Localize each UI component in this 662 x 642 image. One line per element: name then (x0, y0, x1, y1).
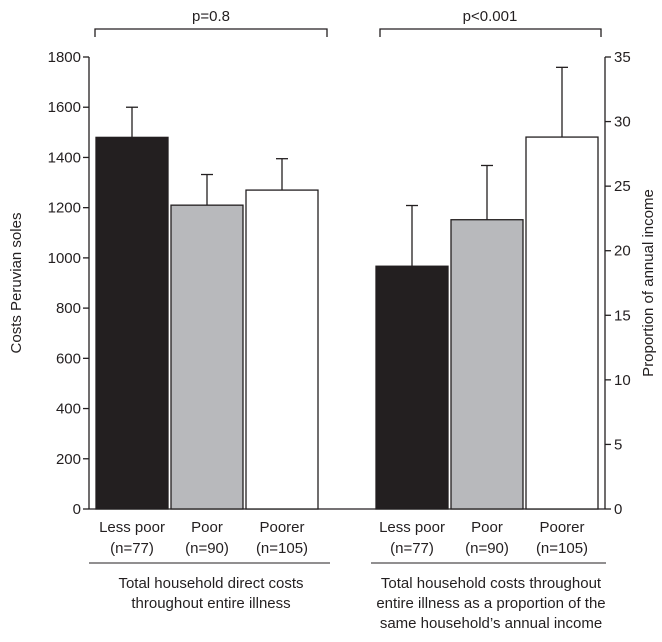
p-value-group-2: p<0.001 (463, 8, 518, 25)
bar (95, 136, 169, 510)
left-tick-label: 0 (73, 501, 81, 518)
category-label: Poorer (539, 519, 584, 536)
right-tick-label: 5 (614, 436, 622, 453)
left-tick-label: 400 (56, 401, 81, 418)
right-tick-label: 15 (614, 307, 631, 324)
category-n-label: (n=77) (390, 540, 434, 557)
bar (525, 136, 599, 510)
right-tick-label: 20 (614, 243, 631, 260)
category-n-label: (n=105) (536, 540, 588, 557)
group-1-label-line-1: Total household direct costs (118, 575, 303, 592)
category-labels: Less poor (n=77) Poor (n=90) Poorer (n=105) Le… (99, 519, 588, 557)
left-axis-title: Costs Peruvian soles (8, 213, 25, 354)
right-tick-label: 0 (614, 501, 622, 518)
category-n-label: (n=105) (256, 540, 308, 557)
left-tick-label: 1200 (48, 200, 81, 217)
bars (95, 66, 599, 510)
group-1-label-line-2: throughout entire illness (131, 595, 290, 612)
category-label: Poorer (259, 519, 304, 536)
category-n-label: (n=77) (110, 540, 154, 557)
left-axis-ticks: 0 200 400 600 800 1000 1200 1400 1600 1800 (48, 49, 89, 518)
left-tick-label: 1600 (48, 99, 81, 116)
bar (245, 189, 319, 510)
bracket-group-2 (379, 28, 602, 37)
group-2-label-line-2: entire illness as a proportion of the (376, 595, 605, 612)
left-tick-label: 800 (56, 300, 81, 317)
right-tick-label: 10 (614, 372, 631, 389)
right-tick-label: 35 (614, 49, 631, 66)
bar (375, 265, 449, 510)
category-label: Less poor (379, 519, 445, 536)
left-tick-label: 1000 (48, 250, 81, 267)
right-tick-label: 25 (614, 178, 631, 195)
left-tick-label: 200 (56, 451, 81, 468)
category-n-label: (n=90) (465, 540, 509, 557)
left-tick-label: 1400 (48, 149, 81, 166)
right-tick-label: 30 (614, 114, 631, 131)
category-n-label: (n=90) (185, 540, 229, 557)
category-label: Poor (191, 519, 223, 536)
group-2-label-line-1: Total household costs throughout (381, 575, 602, 592)
right-axis-title: Proportion of annual income (640, 189, 657, 377)
bar (450, 219, 524, 510)
category-label: Poor (471, 519, 503, 536)
bracket-group-1 (94, 28, 328, 37)
left-tick-label: 1800 (48, 49, 81, 66)
category-label: Less poor (99, 519, 165, 536)
bar (170, 204, 244, 510)
right-axis-ticks: 0 5 10 15 20 25 30 35 (605, 49, 631, 518)
p-value-group-1: p=0.8 (192, 8, 230, 25)
left-tick-label: 600 (56, 350, 81, 367)
group-2-label-line-3: same household’s annual income (380, 615, 602, 632)
